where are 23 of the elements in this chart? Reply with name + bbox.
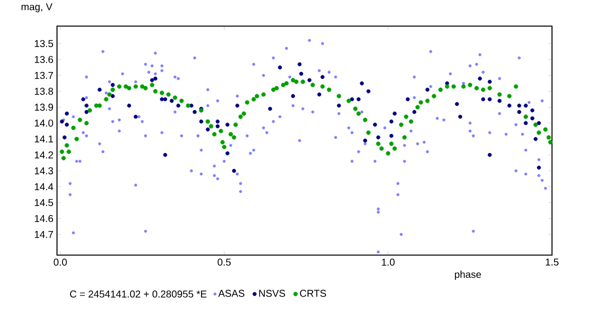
- legend-label: CRTS: [300, 290, 326, 297]
- x-tick-label: 1.0: [382, 258, 395, 266]
- y-tick-label: 13.5: [34, 40, 54, 48]
- y-tick-label: 14.4: [34, 183, 54, 190]
- y-tick-label: 13.7: [34, 72, 53, 79]
- y-tick-label: 13.9: [34, 104, 54, 111]
- x-tick-label: 0.5: [218, 258, 231, 266]
- x-tick-label: 0.0: [54, 258, 67, 266]
- y-tick-label: 14.0: [34, 120, 54, 127]
- x-tick-label: 1.5: [546, 258, 559, 266]
- y-tick-label: 14.3: [34, 167, 54, 174]
- x-axis-title: phase: [454, 270, 481, 280]
- y-tick-label: 14.7: [34, 230, 53, 238]
- y-tick-label: 13.8: [34, 88, 54, 95]
- y-tick-label: 14.1: [34, 136, 54, 142]
- legend-label: NSVS: [259, 290, 286, 297]
- y-tick-label: 14.6: [34, 214, 54, 222]
- y-tick-label: 13.6: [34, 56, 54, 63]
- text: C = 2454141.02 + 0.280955 *E: [70, 290, 206, 298]
- y-tick-label: 14.2: [34, 151, 53, 158]
- y-tick-label: 14.5: [34, 199, 54, 206]
- legend-label: ASAS: [218, 290, 244, 297]
- y-axis-title: mag, V: [22, 3, 52, 12]
